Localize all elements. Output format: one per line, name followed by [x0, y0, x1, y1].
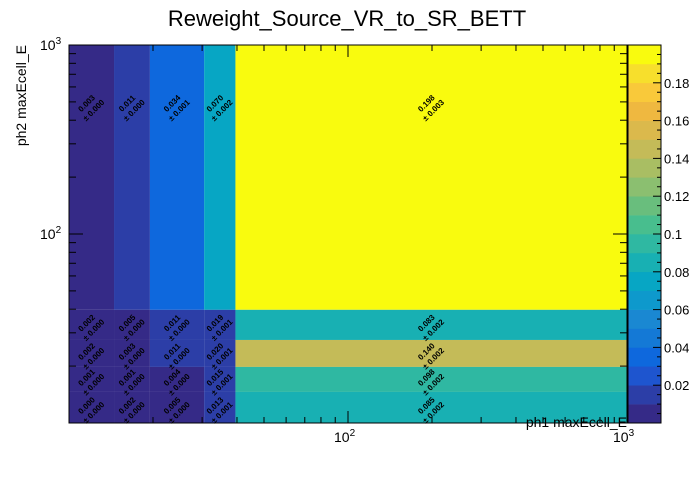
colorbar-segment: [628, 120, 661, 140]
colorbar-segment: [628, 404, 661, 424]
x-tick-label: 103: [613, 428, 635, 445]
colorbar-tick-label: 0.12: [664, 189, 689, 204]
heatmap-cell: [114, 45, 150, 310]
heatmap-cell: [235, 366, 627, 392]
colorbar-segment: [628, 101, 661, 121]
colorbar-tick-label: 0.02: [664, 378, 689, 393]
colorbar-segment: [628, 252, 661, 273]
heatmap-cell: [114, 339, 150, 367]
heatmap-cell: [69, 309, 115, 340]
heatmap-cell: [235, 309, 627, 340]
colorbar-tick-label: 0.06: [664, 303, 689, 318]
heatmap-cells: [69, 45, 627, 423]
heatmap-cell: [204, 366, 236, 392]
heatmap-cell: [69, 339, 115, 367]
y-tick-label: 103: [40, 36, 62, 53]
colorbar-segment: [628, 234, 661, 254]
colorbar-segment: [628, 347, 661, 367]
colorbar-segment: [628, 215, 661, 235]
colorbar-segment: [628, 196, 661, 216]
heatmap-cell: [114, 309, 150, 340]
colorbar-tick-label: 0.08: [664, 265, 689, 280]
colorbar-segment: [628, 158, 661, 178]
colorbar-segment: [628, 271, 661, 291]
chart-title: Reweight_Source_VR_to_SR_BETT: [168, 6, 526, 31]
heatmap-cell: [204, 309, 236, 340]
heatmap-cell: [149, 339, 205, 367]
colorbar-segment: [628, 82, 661, 102]
heatmap-cell: [235, 339, 627, 367]
heatmap-cell: [235, 45, 627, 310]
heatmap-cell: [114, 366, 150, 392]
heatmap-cell: [149, 309, 205, 340]
heatmap-cell: [69, 366, 115, 392]
colorbar-tick-label: 0.04: [664, 340, 689, 355]
colorbar-tick-label: 0.1: [664, 227, 682, 242]
y-tick-label: 102: [40, 225, 62, 242]
heatmap-cell: [69, 45, 115, 310]
colorbar-segment: [628, 63, 661, 84]
heatmap-cell: [204, 391, 236, 423]
heatmap-cell: [149, 366, 205, 392]
heatmap-cell: [114, 391, 150, 423]
colorbar-segment: [628, 366, 661, 386]
colorbar-tick-label: 0.14: [664, 151, 689, 166]
heatmap-cell: [204, 45, 236, 310]
heatmap-cell: [69, 391, 115, 423]
axes: 102 103 102 103: [40, 36, 635, 445]
colorbar-segment: [628, 385, 661, 405]
heatmap-cell: [235, 391, 627, 423]
heatmap-cell: [149, 45, 205, 310]
colorbar-segment: [628, 309, 661, 329]
heatmap-cell: [204, 339, 236, 367]
colorbar-segment: [628, 290, 661, 310]
colorbar-segment: [628, 139, 661, 159]
heatmap-cell: [149, 391, 205, 423]
colorbar-segment: [628, 45, 661, 65]
colorbar-segment: [628, 328, 661, 348]
colorbar-tick-label: 0.18: [664, 76, 689, 91]
colorbar-tick-label: 0.16: [664, 114, 689, 129]
colorbar-segment: [628, 177, 661, 197]
y-axis-label: ph2 maxEcell_E: [13, 45, 29, 146]
x-tick-label: 102: [334, 428, 356, 445]
color-scale-bar: 0.02 0.04 0.06 0.08 0.1 0.12 0.14 0.16 0.18: [627, 44, 689, 424]
x-axis-label: ph1 maxEcell_E: [526, 414, 627, 430]
